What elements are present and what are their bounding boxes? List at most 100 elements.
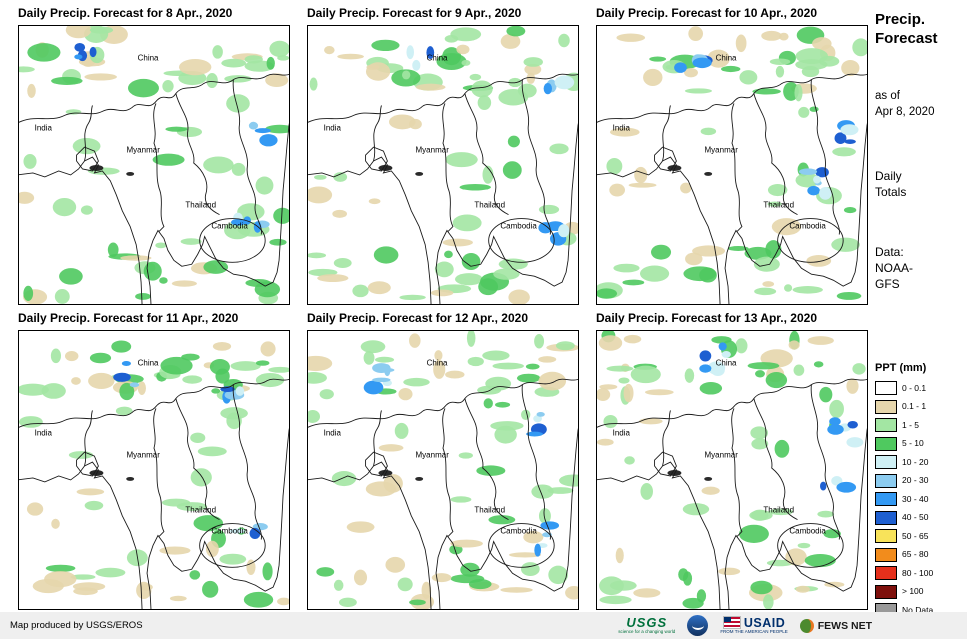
data-source-line3: GFS <box>875 277 900 291</box>
legend-swatch <box>875 529 897 543</box>
precip-raster <box>19 340 289 609</box>
legend-entry: 20 - 30 <box>875 473 967 488</box>
panel-title: Daily Precip. Forecast for 13 Apr., 2020 <box>596 311 817 325</box>
legend-label: 80 - 100 <box>902 567 934 578</box>
legend-entry: 50 - 65 <box>875 529 967 543</box>
country-label-india: India <box>612 428 630 438</box>
map-canvas-4: China India Myanmar Thailand Cambodia <box>18 330 290 610</box>
country-label-myanmar: Myanmar <box>126 450 160 460</box>
globe-icon <box>799 618 814 633</box>
legend-entry: 0.1 - 1 <box>875 399 967 414</box>
forecast-panel-1: Daily Precip. Forecast for 8 Apr., 2020 C… <box>18 4 290 305</box>
country-label-china: China <box>715 53 737 63</box>
country-label-thailand: Thailand <box>763 505 795 515</box>
country-label-myanmar: Myanmar <box>704 145 738 155</box>
legend-entries: 0 - 0.1 0.1 - 1 1 - 5 5 - 10 10 - 20 20 - 30 3… <box>875 381 967 617</box>
forecast-panel-4: Daily Precip. Forecast for 11 Apr., 2020… <box>18 309 290 610</box>
legend-entry: 5 - 10 <box>875 436 967 451</box>
map-canvas-5: China India Myanmar Thailand Cambodia <box>307 330 579 610</box>
legend-entry: 1 - 5 <box>875 418 967 432</box>
map-grid: Daily Precip. Forecast for 8 Apr., 2020 C… <box>18 4 868 610</box>
fewsnet-logo: FEWS NET <box>799 618 872 633</box>
data-source: Data: NOAA- GFS <box>875 244 967 292</box>
legend-label: 65 - 80 <box>902 549 929 559</box>
legend: PPT (mm) 0 - 0.1 0.1 - 1 1 - 5 5 - 10 10 - 2… <box>875 362 967 622</box>
usgs-logo-text: USGS <box>626 615 668 631</box>
totals-label: Daily Totals <box>875 168 967 200</box>
map-canvas-3: China India Myanmar Thailand Cambodia <box>596 25 868 305</box>
country-label-myanmar: Myanmar <box>415 145 449 155</box>
map-canvas-6: China India Myanmar Thailand Cambodia <box>596 330 868 610</box>
legend-label: 10 - 20 <box>902 456 929 467</box>
country-label-myanmar: Myanmar <box>415 450 449 460</box>
legend-entry: 10 - 20 <box>875 455 967 469</box>
country-label-cambodia: Cambodia <box>211 221 248 231</box>
country-label-india: India <box>323 428 341 438</box>
legend-swatch <box>875 584 897 599</box>
logo-strip: USGS science for a changing world USAID … <box>618 615 872 636</box>
legend-label: 0 - 0.1 <box>902 382 927 393</box>
legend-label: No Data <box>902 604 934 615</box>
panel-title: Daily Precip. Forecast for 10 Apr., 2020 <box>596 6 817 20</box>
country-label-india: India <box>323 123 341 133</box>
country-label-china: China <box>426 53 448 63</box>
legend-swatch <box>875 436 897 451</box>
country-label-thailand: Thailand <box>185 200 217 210</box>
legend-label: 30 - 40 <box>902 493 929 504</box>
forecast-panel-6: Daily Precip. Forecast for 13 Apr., 2020… <box>596 309 868 610</box>
forecast-panel-2: Daily Precip. Forecast for 9 Apr., 2020 C… <box>307 4 579 305</box>
sidebar: Precip. Forecast as of Apr 8, 2020 Daily… <box>875 0 967 639</box>
as-of-date: as of Apr 8, 2020 <box>875 88 967 120</box>
country-label-china: China <box>137 358 159 368</box>
forecast-panel-5: Daily Precip. Forecast for 12 Apr., 2020… <box>307 309 579 610</box>
usgs-tagline: science for a changing world <box>618 629 676 635</box>
panel-title: Daily Precip. Forecast for 8 Apr., 2020 <box>18 6 233 20</box>
legend-entry: 30 - 40 <box>875 492 967 506</box>
country-label-cambodia: Cambodia <box>211 526 248 536</box>
legend-swatch <box>875 399 897 414</box>
country-label-china: China <box>426 358 448 368</box>
legend-swatch <box>875 473 897 488</box>
legend-label: > 100 <box>902 586 924 596</box>
precip-raster <box>19 26 289 304</box>
usaid-tagline: FROM THE AMERICAN PEOPLE <box>720 629 788 635</box>
map-canvas-1: China India Myanmar Thailand Cambodia <box>18 25 290 305</box>
country-label-cambodia: Cambodia <box>500 526 537 536</box>
country-label-cambodia: Cambodia <box>500 221 537 231</box>
legend-label: 0.1 - 1 <box>902 401 927 411</box>
precip-raster <box>308 26 578 304</box>
country-label-india: India <box>34 428 52 438</box>
legend-label: 50 - 65 <box>902 530 929 541</box>
noaa-seal-icon <box>687 615 709 636</box>
country-label-thailand: Thailand <box>474 200 506 210</box>
legend-entry: 65 - 80 <box>875 547 967 562</box>
legend-swatch <box>875 547 897 562</box>
country-label-thailand: Thailand <box>185 505 217 515</box>
precip-raster <box>597 331 867 609</box>
usaid-flag-icon <box>722 616 741 630</box>
sidebar-title-line1: Precip. <box>875 11 926 28</box>
legend-swatch <box>875 566 897 580</box>
country-label-thailand: Thailand <box>763 200 795 210</box>
totals-line2: Totals <box>875 185 907 199</box>
country-label-india: India <box>612 123 630 133</box>
legend-label: 5 - 10 <box>902 438 924 448</box>
forecast-panel-3: Daily Precip. Forecast for 10 Apr., 2020… <box>596 4 868 305</box>
legend-entry: 40 - 50 <box>875 510 967 525</box>
as-of-value: Apr 8, 2020 <box>875 106 935 118</box>
country-label-myanmar: Myanmar <box>704 450 738 460</box>
legend-swatch <box>875 492 897 506</box>
totals-line1: Daily <box>875 169 902 183</box>
legend-label: 1 - 5 <box>902 419 920 430</box>
country-label-thailand: Thailand <box>474 505 506 515</box>
panel-title: Daily Precip. Forecast for 11 Apr., 2020 <box>18 311 239 325</box>
legend-entry: > 100 <box>875 584 967 599</box>
data-source-label: Data: <box>875 245 904 259</box>
map-canvas-2: China India Myanmar Thailand Cambodia <box>307 25 579 305</box>
precip-raster <box>597 26 867 304</box>
country-label-cambodia: Cambodia <box>789 526 826 536</box>
legend-label: 40 - 50 <box>902 512 929 522</box>
map-credit: Map produced by USGS/EROS <box>10 620 143 631</box>
usgs-logo: USGS science for a changing world <box>618 616 675 635</box>
